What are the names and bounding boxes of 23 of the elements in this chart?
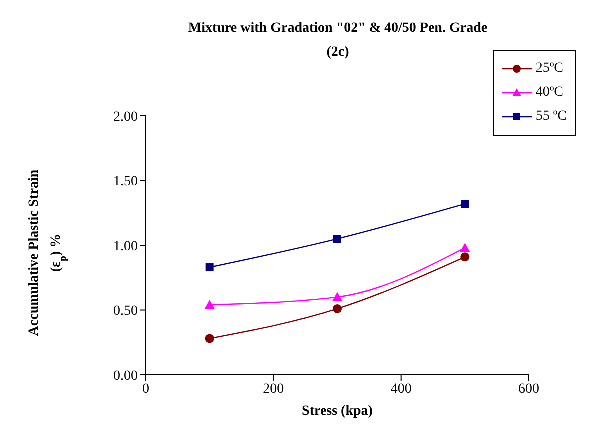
x-tick-label: 0 xyxy=(142,382,150,397)
point xyxy=(334,235,342,244)
y-tick-label: 1.00 xyxy=(114,239,138,254)
x-tick-label: 600 xyxy=(518,382,540,397)
legend-label: 55 ºC xyxy=(536,109,567,125)
x-tick-label: 200 xyxy=(263,382,284,397)
point xyxy=(333,304,342,314)
point xyxy=(332,292,342,302)
point xyxy=(205,334,214,344)
x-axis-title: Stress (kpa) xyxy=(302,404,374,419)
chart-title: Mixture with Gradation "02" & 40/50 Pen. Grade (2c) xyxy=(188,21,488,60)
x-tick-label: 400 xyxy=(390,382,412,397)
y-tick-label: 2.00 xyxy=(114,110,138,125)
legend-label: 40ºC xyxy=(536,85,564,101)
y-tick-label: 0.50 xyxy=(114,304,138,320)
point xyxy=(206,264,214,272)
point xyxy=(460,252,470,262)
point xyxy=(204,300,215,310)
y-tick-label: 0.00 xyxy=(114,368,138,384)
y-tick-label: 1.50 xyxy=(114,174,138,190)
point xyxy=(460,243,470,252)
point xyxy=(461,200,470,208)
legend-label: 25ºC xyxy=(536,61,564,77)
